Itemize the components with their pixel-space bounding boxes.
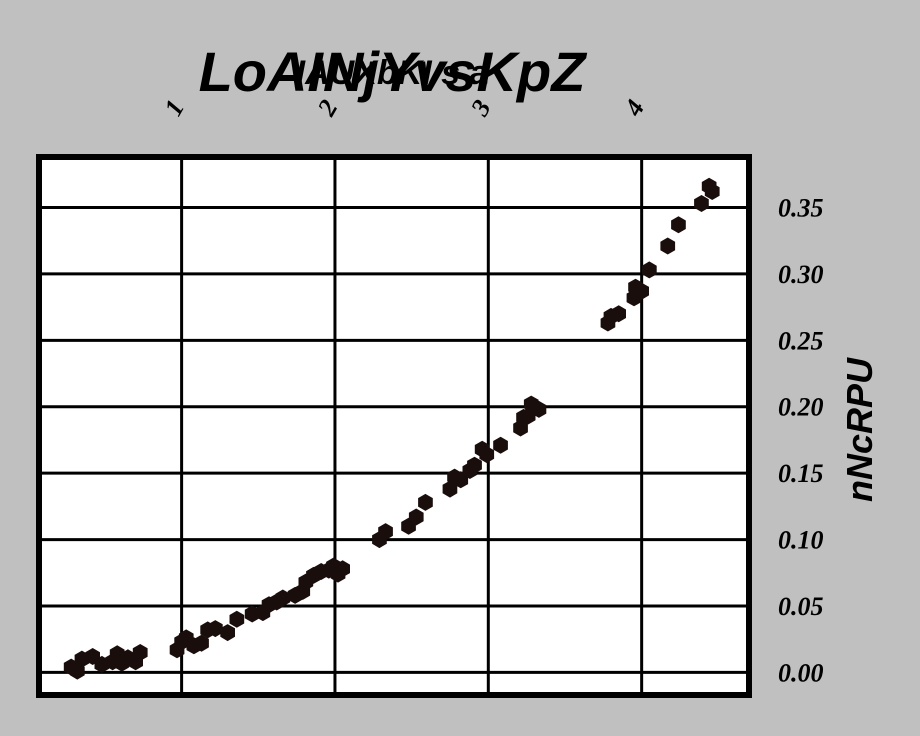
data-point [493, 436, 508, 454]
y-tick-label: 0.05 [778, 592, 824, 621]
data-point [467, 456, 482, 474]
chart-subtitle: IAUXbKI s a [296, 54, 489, 92]
y-tick-label: 0.00 [778, 658, 824, 687]
grid-lines [39, 157, 749, 695]
data-point [611, 305, 626, 323]
y-tick-label: 0.20 [778, 393, 824, 422]
y-tick-label: 0.15 [778, 459, 824, 488]
y-tick-label: 0.30 [778, 260, 824, 289]
data-point [671, 216, 686, 234]
data-point [208, 620, 223, 638]
data-point [408, 508, 424, 526]
y-tick-labels: 0.00 0.05 0.10 0.15 0.20 0.25 0.30 0.35 [778, 194, 824, 688]
data-point [660, 237, 676, 255]
data-point [194, 634, 209, 652]
y-tick-label: 0.10 [778, 526, 824, 555]
data-point [220, 624, 235, 642]
data-point [479, 446, 495, 464]
y-tick-label: 0.25 [778, 326, 824, 355]
x-tick-label: 1 [158, 95, 190, 121]
data-point [694, 195, 709, 212]
data-point [642, 261, 657, 279]
data-point [531, 400, 547, 418]
data-points [63, 177, 720, 680]
data-point [132, 644, 148, 661]
plot-frame [36, 154, 752, 698]
chart-title: LoAINjYvsKpZ [199, 40, 588, 103]
data-point [275, 589, 291, 607]
data-point [229, 610, 245, 628]
data-point [335, 560, 350, 578]
data-point [634, 282, 649, 300]
x-tick-label: 4 [618, 95, 650, 122]
data-point [704, 183, 720, 200]
y-axis-label: nNcRPU [839, 357, 880, 502]
data-point [378, 523, 393, 541]
data-point [418, 493, 433, 511]
y-tick-label: 0.35 [778, 194, 824, 223]
